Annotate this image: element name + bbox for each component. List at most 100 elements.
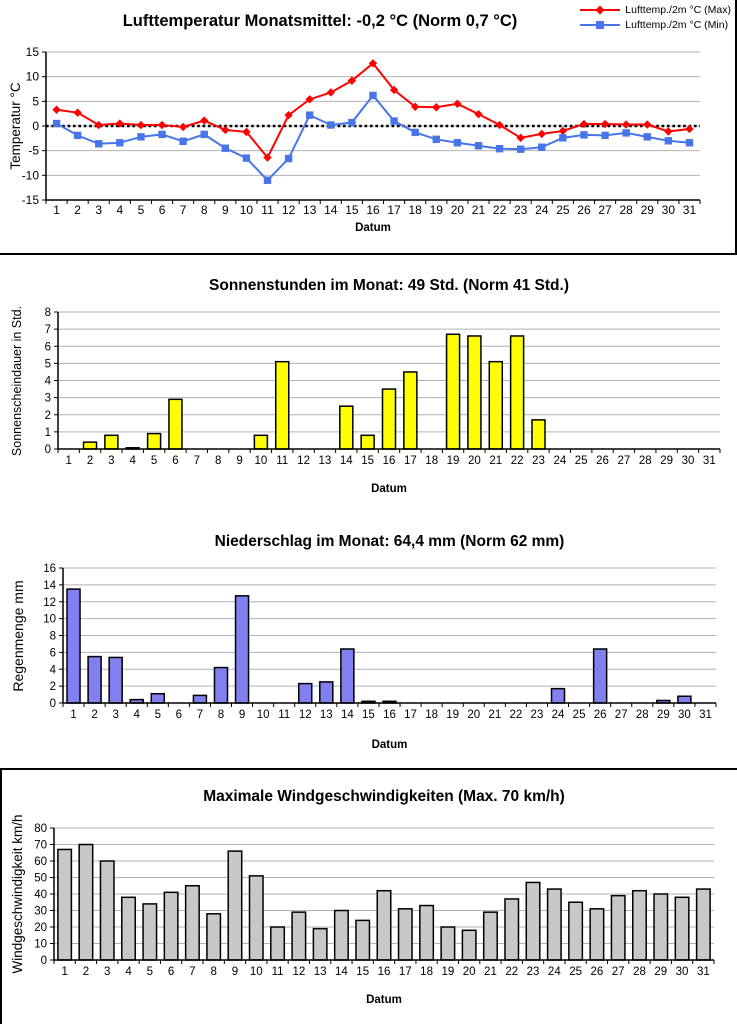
svg-text:16: 16 <box>366 203 380 217</box>
svg-text:0: 0 <box>41 955 47 967</box>
svg-text:31: 31 <box>697 966 710 978</box>
svg-text:1: 1 <box>61 966 67 978</box>
svg-text:24: 24 <box>535 203 549 217</box>
svg-text:13: 13 <box>320 709 333 721</box>
svg-text:5: 5 <box>32 94 39 108</box>
svg-text:2: 2 <box>50 681 56 693</box>
svg-text:11: 11 <box>278 709 290 721</box>
svg-text:31: 31 <box>683 203 697 217</box>
svg-text:2: 2 <box>74 203 81 217</box>
svg-text:8: 8 <box>218 709 224 721</box>
svg-text:80: 80 <box>34 823 47 835</box>
svg-text:3: 3 <box>104 966 110 978</box>
temperature-chart-panel: Lufttemperatur Monatsmittel: -0,2 °C (No… <box>0 0 737 255</box>
svg-text:15: 15 <box>356 966 369 978</box>
svg-text:-5: -5 <box>28 144 39 158</box>
svg-text:18: 18 <box>425 709 438 721</box>
wind-x-axis-label: Datum <box>366 994 402 1006</box>
svg-text:20: 20 <box>34 922 47 934</box>
svg-text:10: 10 <box>34 939 47 951</box>
svg-text:5: 5 <box>155 709 161 721</box>
svg-text:20: 20 <box>463 966 476 978</box>
legend-item-min: Lufttemp./2m °C (Min) <box>579 19 731 31</box>
svg-text:0: 0 <box>32 119 39 133</box>
svg-text:8: 8 <box>201 203 208 217</box>
svg-text:2: 2 <box>45 410 51 422</box>
svg-text:4: 4 <box>125 966 132 978</box>
sunshine-chart-panel: Sonnenstunden im Monat: 49 Std. (Norm 41… <box>0 255 737 511</box>
max-series-line-icon <box>580 5 621 15</box>
svg-text:10: 10 <box>257 709 270 721</box>
svg-text:23: 23 <box>527 966 540 978</box>
svg-text:7: 7 <box>45 324 51 336</box>
svg-text:15: 15 <box>362 709 375 721</box>
svg-text:9: 9 <box>222 203 229 217</box>
svg-text:20: 20 <box>468 455 481 467</box>
svg-text:23: 23 <box>514 203 528 217</box>
svg-text:6: 6 <box>159 203 166 217</box>
svg-text:14: 14 <box>335 966 348 978</box>
svg-text:10: 10 <box>250 966 263 978</box>
svg-text:16: 16 <box>383 709 396 721</box>
svg-text:11: 11 <box>261 203 274 217</box>
svg-text:22: 22 <box>509 709 522 721</box>
temperature-x-axis-label: Datum <box>355 222 391 234</box>
svg-text:26: 26 <box>577 203 591 217</box>
svg-text:21: 21 <box>488 709 501 721</box>
svg-text:14: 14 <box>341 709 354 721</box>
svg-text:15: 15 <box>345 203 359 217</box>
svg-text:4: 4 <box>130 455 137 467</box>
svg-text:6: 6 <box>50 647 56 659</box>
svg-text:23: 23 <box>531 709 544 721</box>
svg-text:27: 27 <box>618 455 631 467</box>
svg-text:11: 11 <box>272 966 284 978</box>
svg-text:18: 18 <box>425 455 438 467</box>
svg-text:50: 50 <box>34 873 47 885</box>
svg-text:26: 26 <box>596 455 609 467</box>
svg-text:22: 22 <box>511 455 524 467</box>
svg-text:60: 60 <box>34 856 47 868</box>
svg-text:10: 10 <box>26 70 40 84</box>
svg-text:10: 10 <box>254 455 267 467</box>
svg-text:8: 8 <box>50 631 56 643</box>
precipitation-x-axis-label: Datum <box>371 739 408 751</box>
legend-item-max: Lufttemp./2m °C (Max) <box>579 4 731 16</box>
svg-text:19: 19 <box>447 455 460 467</box>
svg-text:12: 12 <box>282 203 296 217</box>
svg-text:40: 40 <box>34 889 47 901</box>
svg-text:12: 12 <box>297 455 310 467</box>
svg-text:5: 5 <box>147 966 153 978</box>
legend-label-min: Lufttemp./2m °C (Min) <box>625 19 729 31</box>
svg-text:6: 6 <box>168 966 174 978</box>
svg-text:7: 7 <box>194 455 200 467</box>
svg-text:0: 0 <box>45 444 51 456</box>
svg-text:1: 1 <box>70 709 76 721</box>
svg-text:6: 6 <box>45 341 51 353</box>
svg-text:2: 2 <box>87 455 93 467</box>
svg-text:25: 25 <box>556 203 570 217</box>
svg-text:6: 6 <box>176 709 182 721</box>
svg-text:7: 7 <box>180 203 187 217</box>
svg-text:28: 28 <box>619 203 633 217</box>
svg-text:4: 4 <box>134 709 141 721</box>
svg-text:25: 25 <box>575 455 588 467</box>
svg-text:3: 3 <box>95 203 102 217</box>
svg-text:1: 1 <box>53 203 60 217</box>
svg-text:19: 19 <box>446 709 459 721</box>
svg-text:-15: -15 <box>22 193 40 207</box>
svg-text:17: 17 <box>387 203 401 217</box>
svg-text:13: 13 <box>319 455 332 467</box>
svg-text:28: 28 <box>639 455 652 467</box>
sunshine-x-axis-label: Datum <box>371 483 407 495</box>
svg-text:28: 28 <box>633 966 646 978</box>
svg-text:27: 27 <box>615 709 628 721</box>
svg-text:27: 27 <box>598 203 612 217</box>
temperature-legend: Lufttemp./2m °C (Max) Lufttemp./2m °C (M… <box>579 4 731 31</box>
svg-text:31: 31 <box>699 709 712 721</box>
svg-text:13: 13 <box>303 203 317 217</box>
svg-text:4: 4 <box>116 203 123 217</box>
min-series-line-icon <box>580 21 621 29</box>
